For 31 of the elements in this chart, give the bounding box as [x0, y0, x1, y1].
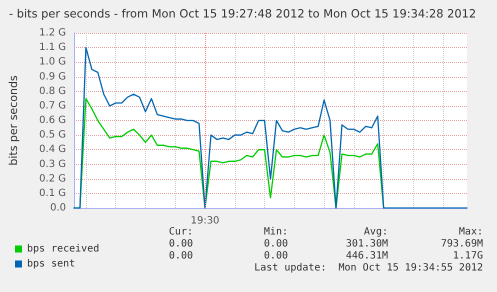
y-tick-label: 1.2 G — [39, 28, 66, 38]
text: 0.00 — [264, 238, 288, 250]
text: 301.30M — [346, 238, 388, 250]
y-tick-label: 0.7 G — [39, 100, 66, 112]
chart-title: - bits per seconds - from Mon Oct 15 19:27:48 2012 to Mon Oct 15 19:34:28 2012 — [9, 6, 476, 20]
text: 0.00 — [264, 250, 288, 262]
text: Avg: — [364, 226, 388, 238]
text: 446.31M — [346, 250, 388, 262]
legend-label: bps received — [27, 244, 100, 254]
y-tick-label: 0.2 G — [39, 173, 66, 184]
y-axis-title: bits per seconds — [7, 75, 20, 166]
y-tick-label: 1.1 G — [39, 42, 66, 54]
x-tick-label: 19:30 — [190, 216, 220, 226]
y-tick-label: 0.6 G — [39, 115, 66, 126]
text: Max: — [458, 226, 483, 238]
y-tick-label: 0.9 G — [39, 71, 66, 82]
text: Min: — [264, 226, 288, 238]
legend-label: bps sent — [27, 258, 76, 270]
y-tick-label: 0.8 G — [39, 86, 66, 97]
y-tick-label: 0.3 G — [39, 158, 66, 170]
y-tick-label: 1.0 G — [39, 56, 66, 68]
text: Cur: — [168, 226, 193, 238]
text: 0.00 — [168, 250, 193, 262]
y-tick-label: 0.0 — [50, 202, 66, 214]
text: 1.17G — [452, 250, 483, 262]
text: 0.00 — [168, 238, 193, 250]
y-tick-label: 0.4 G — [39, 144, 66, 156]
y-tick-label: 0.1 G — [39, 188, 66, 199]
y-tick-label: 0.5 G — [39, 130, 66, 141]
text: Last update: Mon Oct 15 19:34:55 2012 — [254, 262, 483, 274]
text: 793.69M — [440, 238, 483, 250]
